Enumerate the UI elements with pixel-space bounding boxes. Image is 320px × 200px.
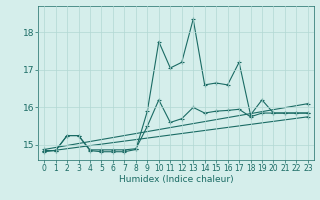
X-axis label: Humidex (Indice chaleur): Humidex (Indice chaleur) (119, 175, 233, 184)
